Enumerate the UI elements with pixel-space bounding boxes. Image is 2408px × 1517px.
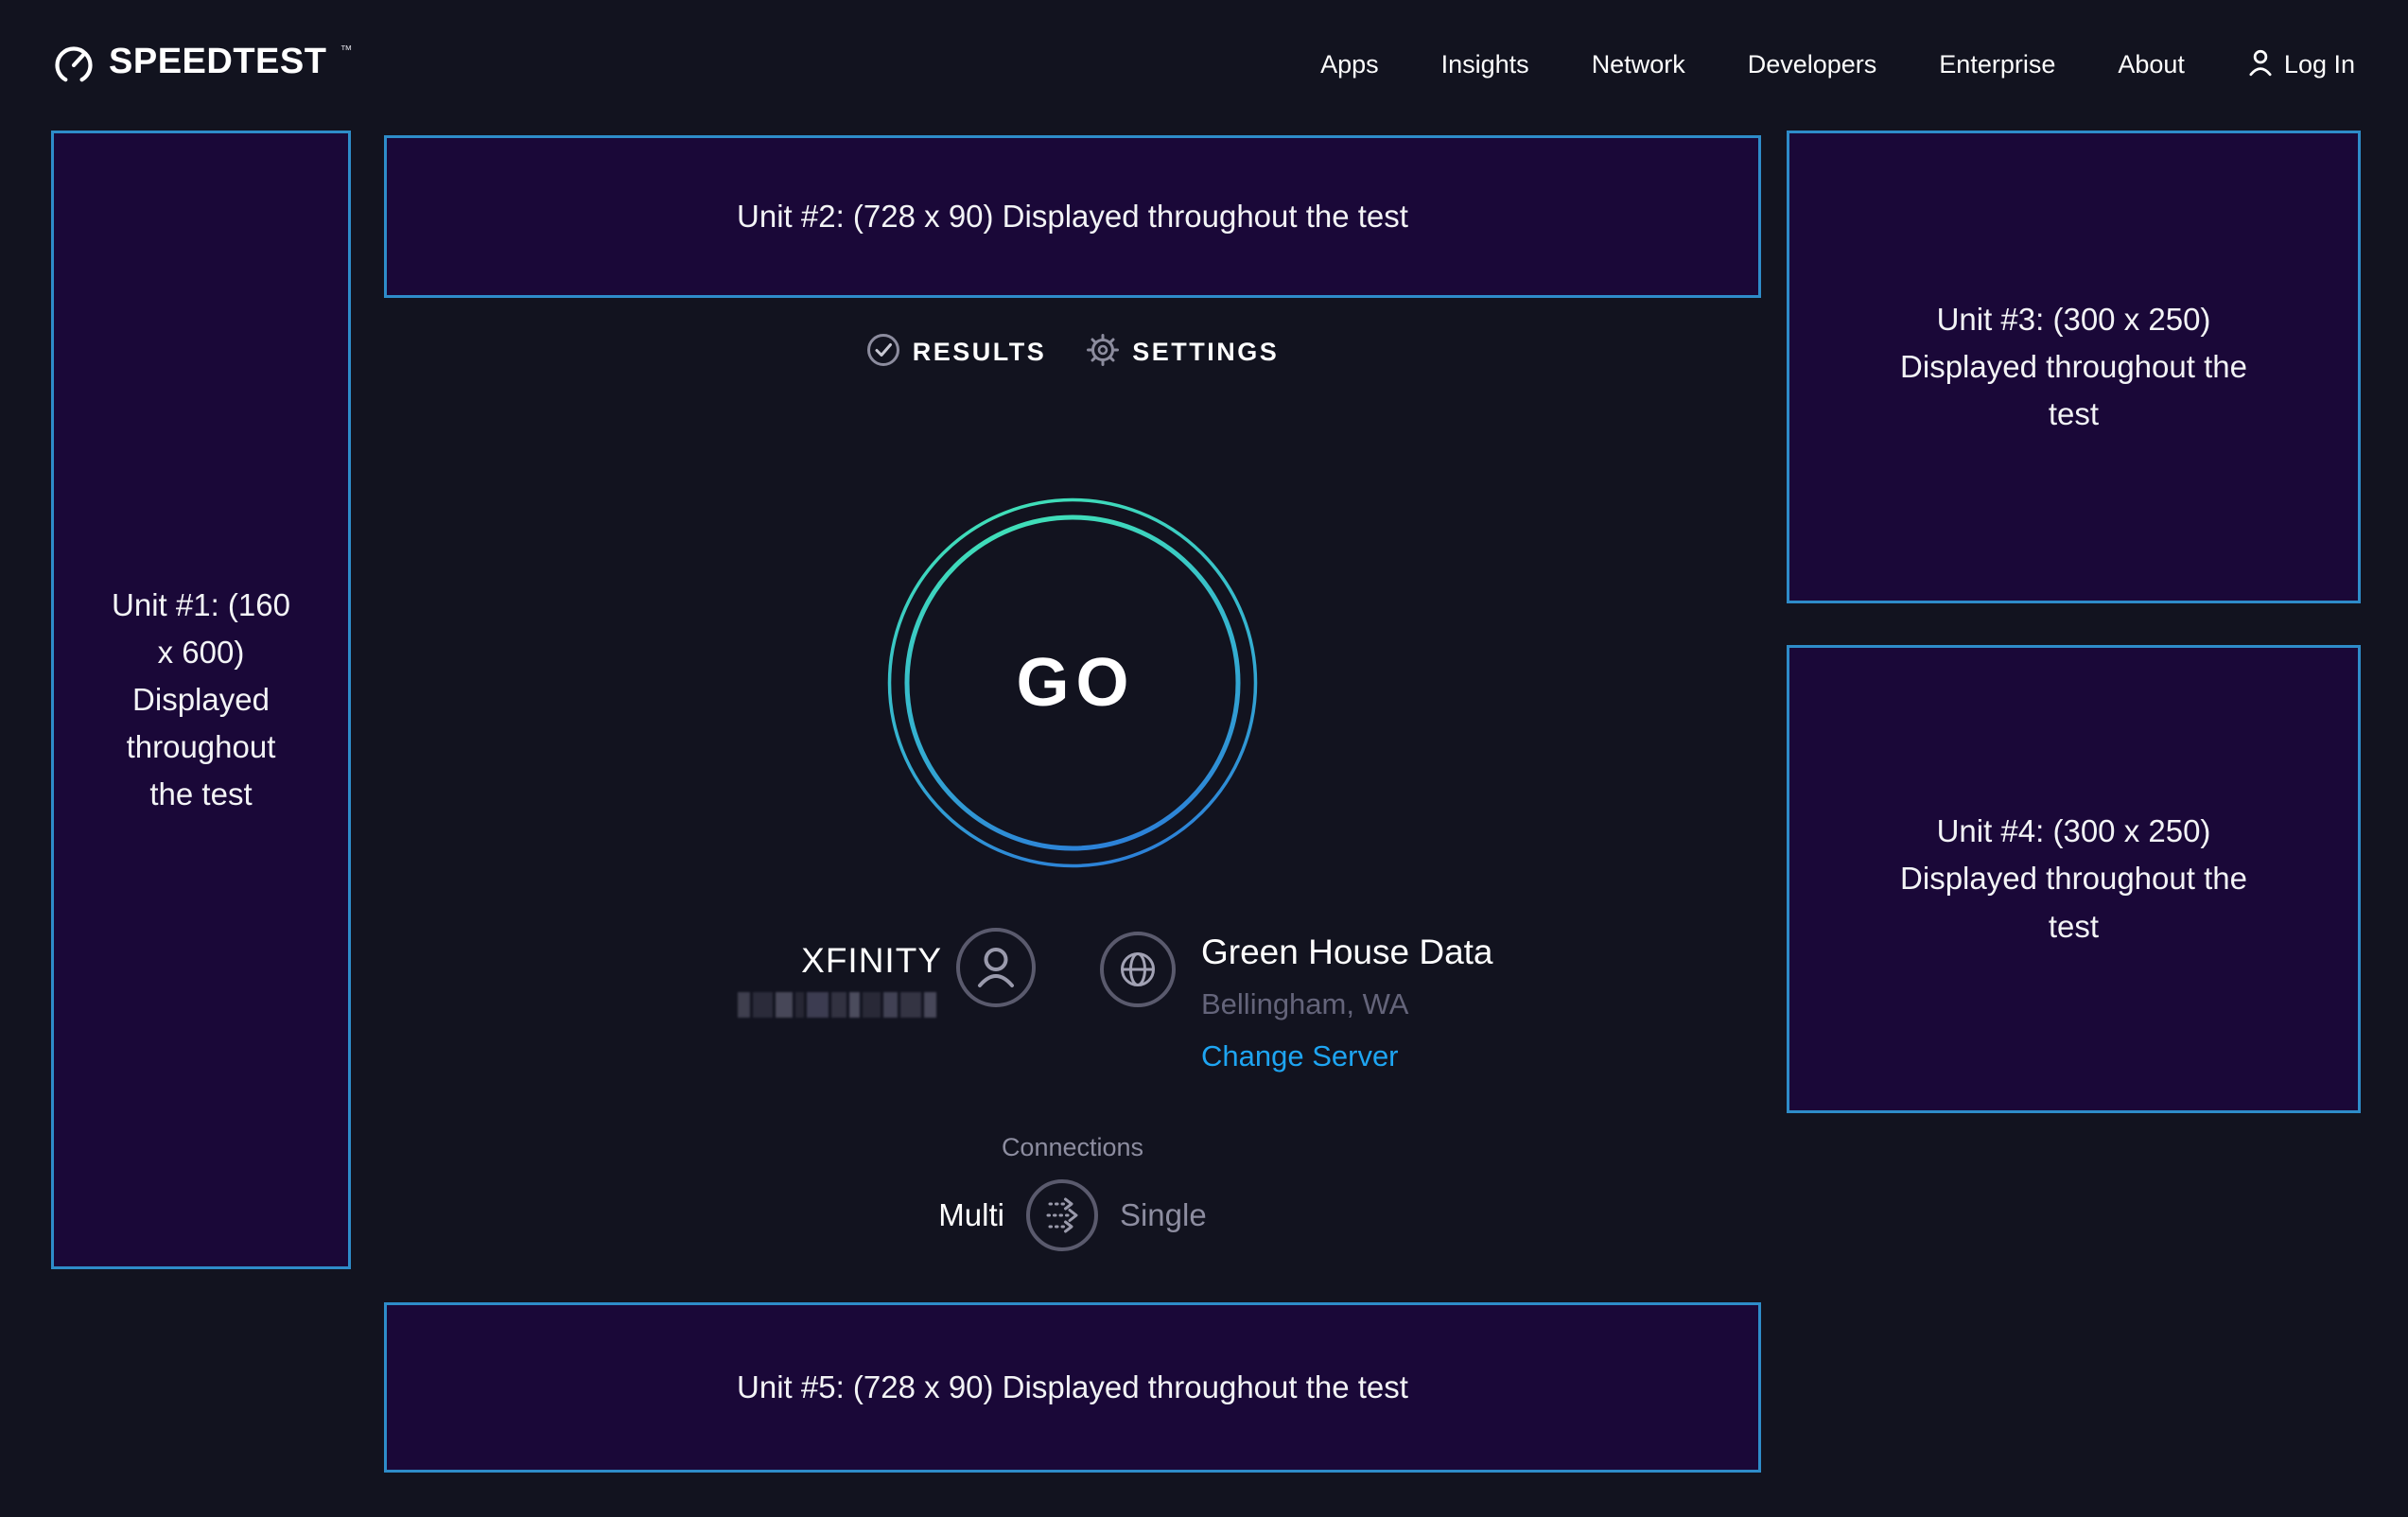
tab-settings-label: SETTINGS [1132, 338, 1280, 366]
login-label: Log In [2283, 50, 2355, 78]
ad-unit-1: Unit #1: (160 x 600) Displayed throughou… [51, 131, 351, 1269]
censored-isp-details [738, 992, 936, 1018]
person-icon [2247, 47, 2274, 82]
nav-menu: Apps Insights Network Developers Enterpr… [1320, 47, 2355, 82]
go-button[interactable]: GO [885, 496, 1260, 870]
nav-item-developers[interactable]: Developers [1747, 50, 1877, 78]
nav-item-apps[interactable]: Apps [1320, 50, 1379, 78]
tab-bar: RESULTS SETTINGS [384, 333, 1761, 372]
ad-unit-4: Unit #4: (300 x 250) Displayed throughou… [1787, 645, 2361, 1113]
nav-item-about[interactable]: About [2118, 50, 2185, 78]
isp-user-icon [956, 928, 1036, 1012]
isp-name: XFINITY [801, 941, 942, 980]
check-circle-icon [866, 333, 900, 372]
speedtest-logo[interactable]: SPEEDTEST ™ [52, 40, 352, 90]
gear-icon [1086, 333, 1120, 372]
connection-info: XFINITY Green House Data [384, 927, 1761, 1097]
server-location: Bellingham, WA [1201, 987, 1409, 1020]
top-nav: SPEEDTEST ™ Apps Insights Network Develo… [0, 0, 2408, 130]
speedometer-gauge-icon [52, 40, 96, 90]
nav-item-enterprise[interactable]: Enterprise [1939, 50, 2056, 78]
change-server-link[interactable]: Change Server [1201, 1039, 1399, 1072]
tab-results-label: RESULTS [912, 338, 1047, 366]
connections-option-single[interactable]: Single [1119, 1197, 1207, 1232]
connections-toggle: Multi Single [384, 1178, 1761, 1252]
nav-item-network[interactable]: Network [1591, 50, 1685, 78]
ad-unit-3: Unit #3: (300 x 250) Displayed throughou… [1787, 131, 2361, 603]
go-button-rings [887, 497, 1258, 868]
nav-item-insights[interactable]: Insights [1440, 50, 1529, 78]
connections-option-multi[interactable]: Multi [938, 1197, 1004, 1232]
server-globe-icon [1100, 932, 1176, 1012]
logo-text: SPEEDTEST [109, 42, 327, 81]
server-name: Green House Data [1201, 933, 1493, 971]
tab-settings[interactable]: SETTINGS [1086, 333, 1279, 372]
multi-connection-icon[interactable] [1025, 1179, 1098, 1251]
login-button[interactable]: Log In [2247, 47, 2355, 82]
logo-trademark: ™ [340, 43, 353, 57]
server-block: Green House Data Bellingham, WA Change S… [1201, 933, 1493, 1073]
tab-results[interactable]: RESULTS [866, 333, 1047, 372]
ad-unit-2: Unit #2: (728 x 90) Displayed throughout… [384, 135, 1761, 298]
connections-label: Connections [1001, 1133, 1144, 1161]
go-label: GO [1016, 645, 1136, 721]
ad-unit-5: Unit #5: (728 x 90) Displayed throughout… [384, 1302, 1761, 1473]
